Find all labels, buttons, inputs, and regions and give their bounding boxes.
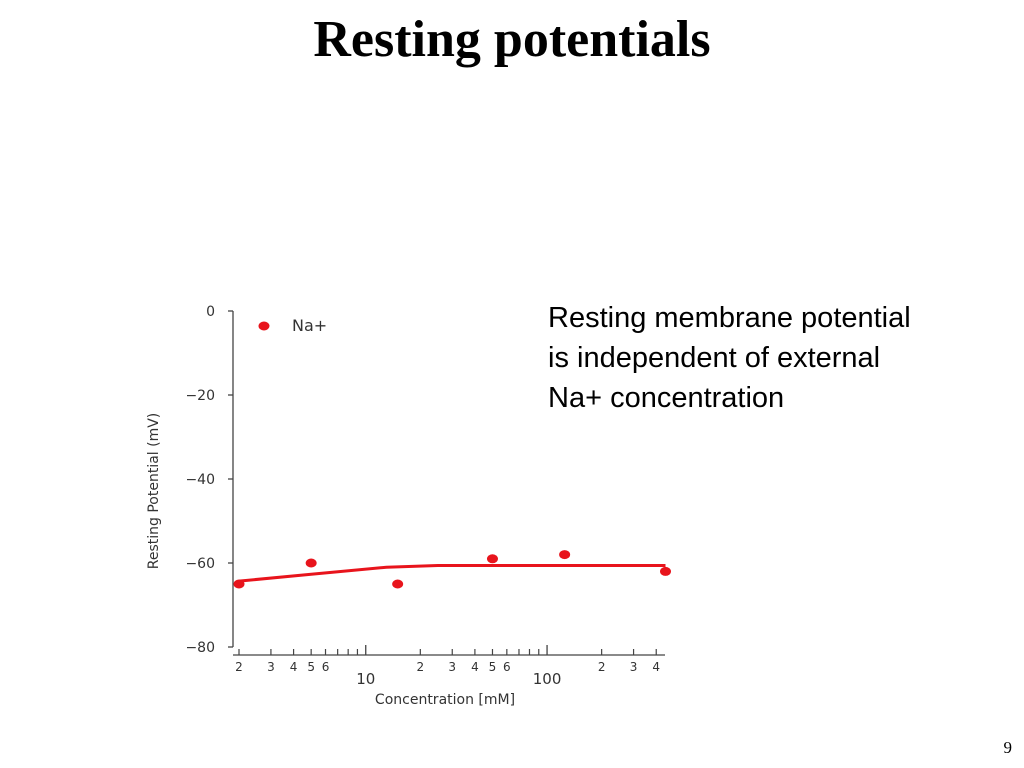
chart-points [233,550,672,589]
x-minor-tick-label: 4 [471,660,479,674]
side-note-line: is independent of external [548,342,881,374]
data-point [392,579,404,589]
chart-fit-line-group [238,564,666,583]
slide-number: 9 [1003,738,1013,757]
y-tick-label: −40 [185,472,215,488]
fit-line [238,564,666,583]
x-major-tick-label: 10 [356,670,375,688]
y-axis-title: Resting Potential (mV) [146,413,162,570]
slide-title: Resting potentials [313,11,711,68]
side-note: Resting membrane potential is independen… [548,298,1008,418]
y-tick-label: −20 [185,388,215,404]
x-axis-title: Concentration [mM] [375,692,515,708]
side-note-line: Resting membrane potential [548,302,911,334]
legend-marker [258,321,270,331]
chart-axes: 0−20−40−60−802 3 4 5 6 2 3 4 5 6 2 3 410 100Concentra… [146,304,665,708]
x-minor-tick-label: 6 [503,660,511,674]
x-minor-tick-label: 3 [630,660,638,674]
x-minor-tick-label: 3 [448,660,456,674]
x-minor-tick-label: 6 [322,660,330,674]
x-minor-tick-label: 5 [307,660,315,674]
data-point [486,554,498,564]
y-tick-label: −80 [185,640,215,656]
data-point [660,566,672,576]
x-minor-tick-label: 3 [267,660,275,674]
data-point [233,579,245,589]
x-minor-tick-label: 2 [417,660,425,674]
legend-label: Na+ [292,316,327,335]
x-minor-tick-label: 2 [598,660,606,674]
x-minor-tick-label: 4 [290,660,298,674]
y-tick-label: 0 [206,304,215,320]
data-point [559,550,571,560]
y-tick-label: −60 [185,556,215,572]
x-major-tick-label: 100 [533,670,562,688]
chart-legend: Na+ [258,316,327,335]
data-point [305,558,317,568]
x-minor-tick-label: 4 [652,660,660,674]
x-minor-tick-label: 5 [489,660,497,674]
x-minor-tick-label: 2 [235,660,243,674]
side-note-line: Na+ concentration [548,382,785,414]
